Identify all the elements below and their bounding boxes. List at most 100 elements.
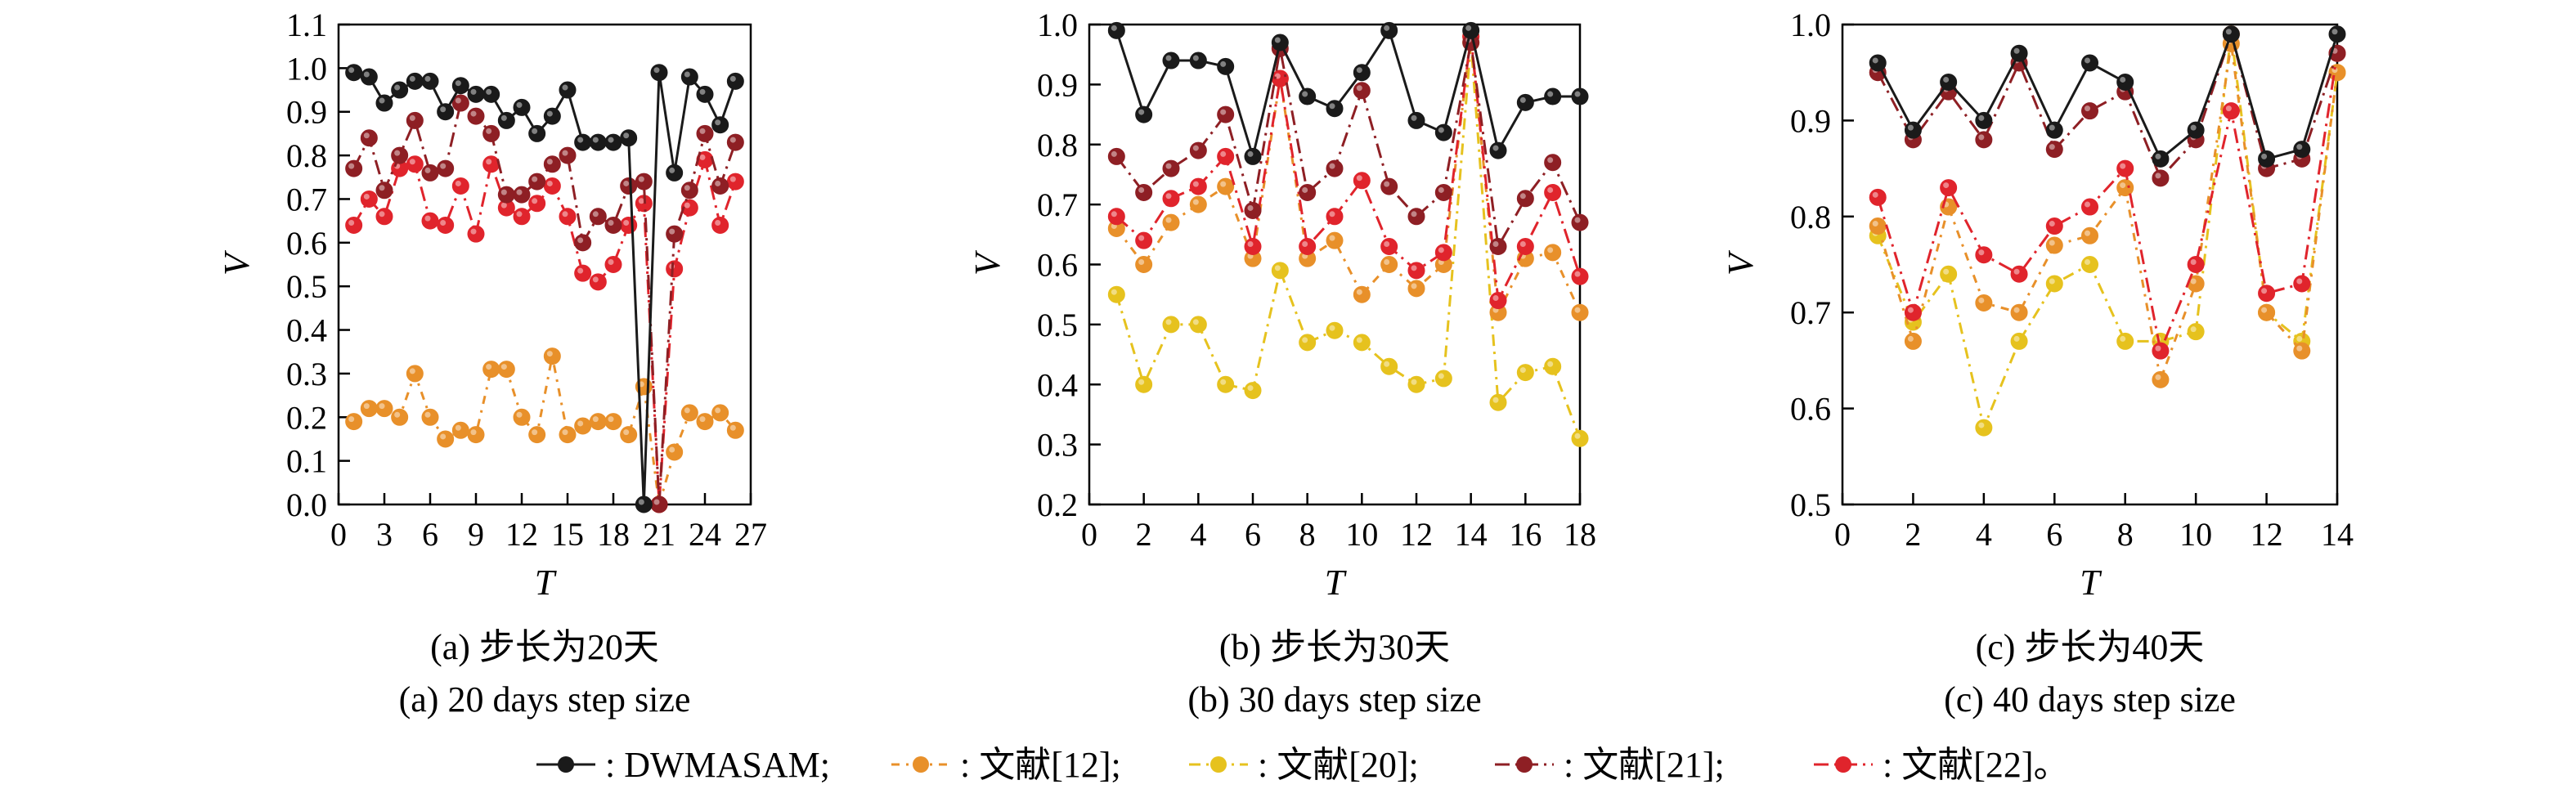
x-tick-label: 10 <box>1345 516 1378 553</box>
data-point-DWMASAM <box>635 495 653 513</box>
data-point-highlight <box>2190 259 2197 265</box>
x-tick-label: 0 <box>330 516 347 553</box>
data-point-highlight <box>699 128 706 134</box>
data-point-ref21 <box>696 124 714 142</box>
data-point-DWMASAM <box>2010 44 2028 62</box>
data-point-ref22 <box>467 225 485 243</box>
legend-item-ref21: : 文献[21]; <box>1495 745 1725 785</box>
data-point-highlight <box>592 276 599 283</box>
data-point-highlight <box>1547 186 1554 193</box>
data-point-highlight <box>1302 337 1308 343</box>
data-point-ref21 <box>1544 154 1562 172</box>
data-point-highlight <box>1138 379 1145 385</box>
data-point-highlight <box>1492 295 1499 302</box>
data-point-highlight <box>348 416 355 423</box>
data-point-highlight <box>1384 259 1390 265</box>
data-point-ref21 <box>726 133 744 151</box>
legend-label: : 文献[21]; <box>1564 745 1725 785</box>
data-point-highlight <box>1220 150 1227 157</box>
x-tick-label: 27 <box>734 516 767 553</box>
data-point-highlight <box>1356 337 1362 343</box>
data-point-highlight <box>2296 335 2303 342</box>
data-point-highlight <box>638 499 644 505</box>
data-point-DWMASAM <box>711 116 729 134</box>
y-tick-label: 0.0 <box>286 486 327 523</box>
data-point-highlight <box>1547 247 1554 253</box>
data-point-ref21 <box>2045 141 2063 159</box>
data-point-DWMASAM <box>680 68 698 86</box>
y-tick-label: 1.0 <box>286 50 327 87</box>
data-point-DWMASAM <box>2081 54 2098 72</box>
data-point-highlight <box>2225 29 2232 35</box>
data-point-highlight <box>1492 397 1499 403</box>
data-point-DWMASAM <box>604 133 622 151</box>
data-point-ref20 <box>1162 316 1180 334</box>
data-point-ref12 <box>1326 231 1344 249</box>
data-point-highlight <box>1547 361 1554 367</box>
data-point-highlight <box>2190 326 2197 333</box>
data-point-highlight <box>532 429 538 436</box>
data-point-highlight <box>516 411 523 418</box>
data-point-ref21 <box>1299 183 1317 201</box>
data-point-ref21 <box>1217 105 1235 123</box>
data-point-ref12 <box>696 413 714 431</box>
data-point-DWMASAM <box>650 64 668 82</box>
data-point-highlight <box>1192 319 1199 325</box>
data-point-highlight <box>1165 55 1172 61</box>
data-point-ref21 <box>680 182 698 200</box>
data-point-highlight <box>1356 67 1362 74</box>
y-tick-label: 0.7 <box>1037 186 1078 223</box>
data-point-DWMASAM <box>528 124 546 142</box>
data-point-highlight <box>623 429 630 436</box>
data-point-highlight <box>1274 37 1281 43</box>
data-point-highlight <box>1438 127 1444 133</box>
data-point-ref22 <box>1380 237 1398 255</box>
data-point-highlight <box>1574 433 1581 439</box>
data-point-ref21 <box>421 164 439 182</box>
series-ref12 <box>345 347 744 513</box>
y-tick-label: 0.3 <box>1037 427 1078 464</box>
data-point-ref22 <box>360 190 378 208</box>
x-tick-label: 3 <box>376 516 393 553</box>
series-ref22 <box>345 150 744 513</box>
x-tick-label: 12 <box>2251 516 2283 553</box>
data-point-highlight <box>2085 57 2090 64</box>
data-point-highlight <box>500 114 507 121</box>
data-point-DWMASAM <box>2293 141 2311 159</box>
y-tick-label: 0.9 <box>286 94 327 131</box>
data-point-ref12 <box>391 408 409 426</box>
data-point-ref12 <box>2010 303 2028 321</box>
data-point-ref12 <box>2045 236 2063 254</box>
y-tick-label: 0.5 <box>286 268 327 305</box>
data-point-ref21 <box>528 173 546 191</box>
data-point-ref20 <box>1326 321 1344 339</box>
data-point-highlight <box>1574 307 1581 313</box>
series-line-ref20 <box>1115 42 1582 439</box>
data-point-highlight <box>2049 278 2055 285</box>
data-point-highlight <box>1907 335 1914 342</box>
data-point-ref20 <box>2010 332 2028 350</box>
data-point-ref21 <box>391 146 409 164</box>
data-point-DWMASAM <box>1162 52 1180 69</box>
data-point-DWMASAM <box>1326 100 1344 118</box>
caption-en: (a) 20 days step size <box>399 679 691 720</box>
data-point-ref12 <box>345 413 363 431</box>
data-point-highlight <box>1519 240 1526 247</box>
data-point-ref12 <box>726 421 744 439</box>
data-point-ref21 <box>1407 208 1425 226</box>
data-point-ref22 <box>1869 188 1887 206</box>
data-point-ref21 <box>1189 141 1207 159</box>
data-point-ref12 <box>437 430 455 448</box>
data-point-highlight <box>562 150 568 156</box>
data-point-highlight <box>1519 96 1526 103</box>
data-point-highlight <box>699 88 706 95</box>
data-point-ref20 <box>1107 285 1125 303</box>
data-point-ref21 <box>482 124 500 142</box>
data-point-highlight <box>1411 283 1417 289</box>
legend-label: : DWMASAM; <box>605 745 830 785</box>
y-tick-label: 1.1 <box>286 7 327 43</box>
data-point-DWMASAM <box>451 77 469 95</box>
data-point-highlight <box>2120 335 2126 342</box>
data-point-highlight <box>1492 145 1499 151</box>
data-point-highlight <box>1247 150 1254 157</box>
